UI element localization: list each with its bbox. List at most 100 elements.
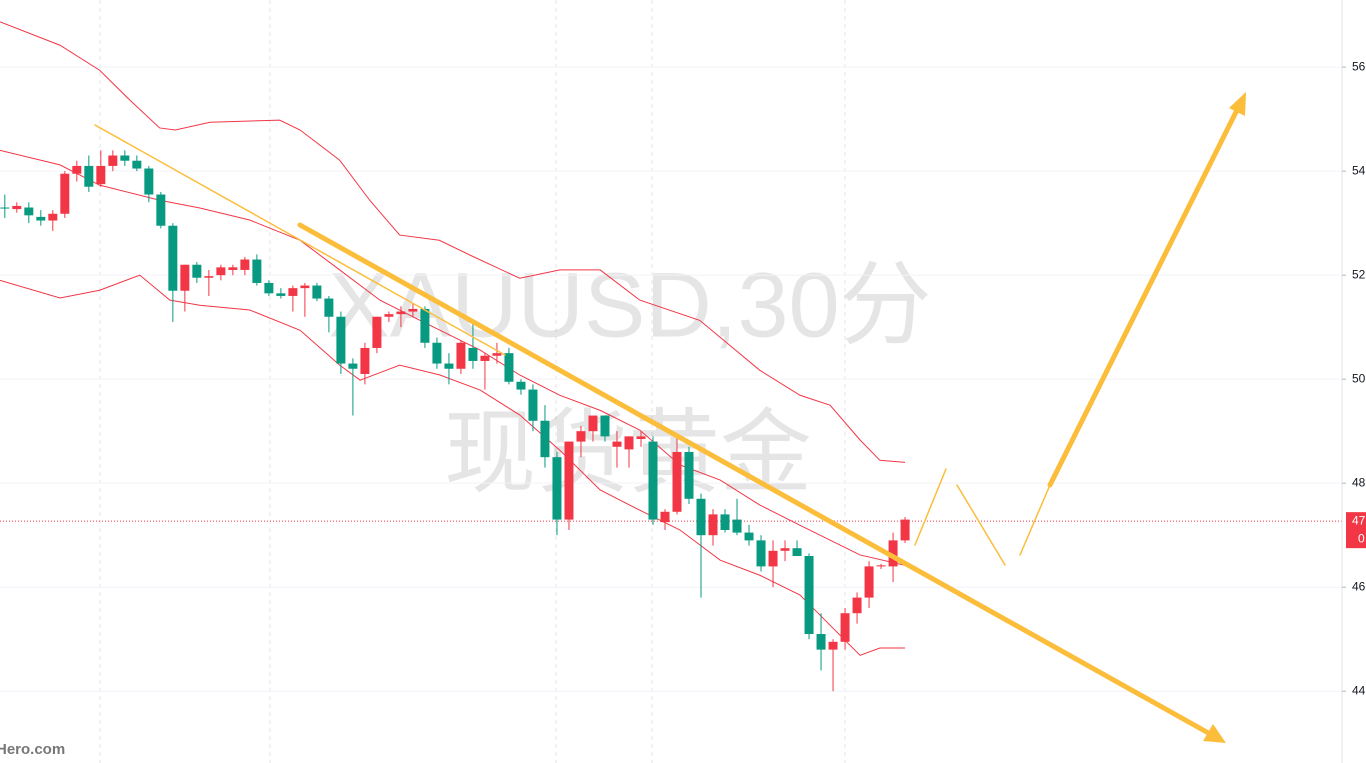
candle-body <box>0 207 10 209</box>
candle-body <box>744 532 754 541</box>
candle-body <box>564 441 574 520</box>
trend-line <box>297 222 1215 738</box>
candle-body <box>216 267 226 276</box>
candle-body <box>672 451 682 512</box>
candle-body <box>696 498 706 536</box>
candle-body <box>660 511 670 523</box>
band-line <box>0 21 906 463</box>
candle-body <box>120 155 130 161</box>
band-line <box>0 274 906 656</box>
candle-body <box>780 548 790 551</box>
candle-body <box>492 353 502 356</box>
candle-body <box>96 165 106 185</box>
projection <box>1019 484 1051 556</box>
candle-body <box>552 457 562 520</box>
price-tag-label: 47 <box>1352 513 1366 527</box>
candle-body <box>168 225 178 291</box>
arrow-head <box>1229 92 1246 116</box>
candle-body <box>288 288 298 296</box>
y-tick-label: 44 <box>1352 683 1366 697</box>
candle-body <box>264 282 274 294</box>
candle-body <box>372 316 382 348</box>
candle-body <box>576 431 586 442</box>
candle-body <box>84 165 94 187</box>
watermark-title: XAUUSD,30分 <box>328 254 931 356</box>
grid <box>99 0 846 763</box>
candle-body <box>720 514 730 530</box>
candle-body <box>240 259 250 270</box>
candle-body <box>336 316 346 364</box>
y-tick-label: 56 <box>1352 59 1366 73</box>
price-tag-sublabel: 0 <box>1358 531 1365 545</box>
watermark-subtitle: 现货黄金 <box>444 402 812 504</box>
candle-body <box>144 168 154 195</box>
candle-body <box>732 519 742 533</box>
candle-body <box>468 347 478 361</box>
candle-body <box>852 597 862 614</box>
candle-body <box>300 285 310 289</box>
candle-body <box>12 205 22 210</box>
candle-body <box>156 194 166 226</box>
candle-body <box>684 451 694 499</box>
candle-body <box>180 264 190 291</box>
candle-body <box>444 363 454 369</box>
candle-body <box>708 514 718 536</box>
candle-body <box>192 264 202 278</box>
candle-body <box>312 285 322 299</box>
candle-body <box>108 155 118 166</box>
drawings <box>94 92 1246 743</box>
candle-body <box>456 342 466 369</box>
candle-body <box>528 389 538 421</box>
candle-body <box>276 293 286 296</box>
projection <box>956 484 1006 566</box>
y-tick-label: 54 <box>1352 163 1366 177</box>
plot <box>0 21 1342 692</box>
candle-body <box>396 311 406 315</box>
candle-body <box>624 436 634 450</box>
candle-body <box>420 308 430 343</box>
y-tick-label: 52 <box>1352 267 1366 281</box>
candle-body <box>72 165 82 174</box>
candle-body <box>768 550 778 567</box>
arrow-head <box>1203 724 1226 743</box>
candle-body <box>840 613 850 642</box>
candle-body <box>888 540 898 567</box>
y-tick-label: 48 <box>1352 475 1366 489</box>
price-tag <box>1346 512 1366 549</box>
candle-body <box>804 555 814 635</box>
y-tick-label: 46 <box>1352 579 1366 593</box>
candle-body <box>612 441 622 447</box>
candle-body <box>360 347 370 374</box>
band-line <box>0 149 906 566</box>
candle-body <box>408 308 418 312</box>
candle-body <box>324 298 334 317</box>
candle-body <box>648 441 658 520</box>
candle-body <box>876 565 886 567</box>
candle-body <box>204 276 214 278</box>
price-axis: 44 46 48 50 52 54 56 47 0 <box>1342 59 1366 697</box>
candle-body <box>600 415 610 437</box>
candle-body <box>828 641 838 650</box>
logo: Hero.com <box>0 741 65 758</box>
candle-body <box>228 267 238 270</box>
y-tick-label: 50 <box>1352 371 1366 385</box>
candle-body <box>348 363 358 369</box>
candle-body <box>636 436 646 439</box>
candle-body <box>900 519 910 541</box>
projection <box>914 468 947 546</box>
candle-body <box>60 173 70 214</box>
candle-body <box>516 381 526 390</box>
candle-body <box>24 207 34 216</box>
candle-body <box>816 634 826 650</box>
candle-body <box>252 259 262 283</box>
candle-body <box>132 160 142 169</box>
candle-body <box>864 566 874 598</box>
candle-body <box>48 213 58 221</box>
candle-body <box>36 216 46 221</box>
trend-line <box>94 124 506 356</box>
candle-body <box>432 342 442 364</box>
candle-body <box>384 314 394 317</box>
candle-body <box>540 420 550 458</box>
candle-body <box>504 353 514 382</box>
